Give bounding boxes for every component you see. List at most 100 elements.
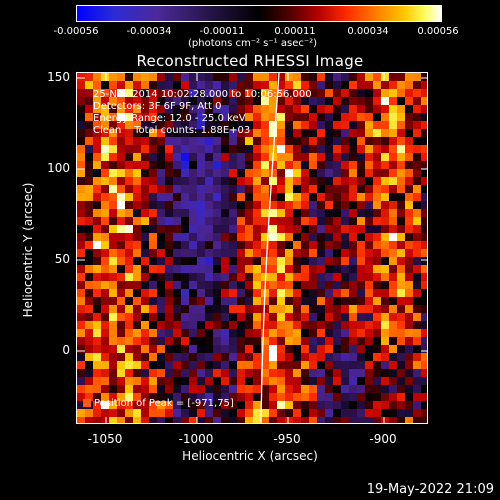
image-pixel bbox=[181, 401, 189, 409]
image-pixel bbox=[325, 81, 333, 89]
image-pixel bbox=[109, 129, 117, 137]
image-pixel bbox=[173, 137, 181, 145]
image-pixel bbox=[309, 105, 317, 113]
image-pixel bbox=[77, 297, 85, 305]
image-pixel bbox=[301, 353, 309, 361]
image-pixel bbox=[85, 249, 93, 257]
image-pixel bbox=[349, 233, 357, 241]
image-pixel bbox=[253, 249, 261, 257]
image-pixel bbox=[269, 401, 277, 409]
image-pixel bbox=[325, 281, 333, 289]
image-pixel bbox=[325, 393, 333, 401]
image-pixel bbox=[317, 257, 325, 265]
image-pixel bbox=[165, 105, 173, 113]
image-pixel bbox=[293, 369, 301, 377]
image-pixel bbox=[101, 177, 109, 185]
image-pixel bbox=[141, 113, 149, 121]
image-pixel bbox=[269, 89, 277, 97]
image-pixel bbox=[93, 337, 101, 345]
image-pixel bbox=[173, 265, 181, 273]
image-pixel bbox=[101, 305, 109, 313]
image-pixel bbox=[109, 97, 117, 105]
image-pixel bbox=[101, 225, 109, 233]
image-pixel bbox=[373, 161, 381, 169]
image-pixel bbox=[181, 161, 189, 169]
image-pixel bbox=[293, 105, 301, 113]
image-pixel bbox=[293, 337, 301, 345]
image-pixel bbox=[237, 417, 245, 423]
image-pixel bbox=[229, 161, 237, 169]
annotation-clean: Clean Total counts: 1.88E+03 bbox=[93, 125, 251, 136]
image-pixel bbox=[109, 393, 117, 401]
image-pixel bbox=[213, 233, 221, 241]
image-pixel bbox=[77, 73, 85, 81]
image-pixel bbox=[197, 385, 205, 393]
image-pixel bbox=[293, 233, 301, 241]
image-pixel bbox=[77, 177, 85, 185]
image-pixel bbox=[269, 305, 277, 313]
image-pixel bbox=[149, 265, 157, 273]
image-pixel bbox=[237, 145, 245, 153]
image-pixel bbox=[357, 89, 365, 97]
image-pixel bbox=[301, 177, 309, 185]
image-pixel bbox=[149, 361, 157, 369]
image-pixel bbox=[285, 321, 293, 329]
image-pixel bbox=[237, 305, 245, 313]
image-pixel bbox=[301, 337, 309, 345]
image-pixel bbox=[133, 377, 141, 385]
image-pixel bbox=[405, 345, 413, 353]
image-pixel bbox=[333, 345, 341, 353]
image-pixel bbox=[229, 177, 237, 185]
image-pixel bbox=[141, 145, 149, 153]
image-pixel bbox=[189, 265, 197, 273]
image-pixel bbox=[93, 361, 101, 369]
image-pixel bbox=[349, 401, 357, 409]
image-pixel bbox=[253, 225, 261, 233]
image-pixel bbox=[277, 297, 285, 305]
image-pixel bbox=[421, 281, 427, 289]
image-pixel bbox=[365, 297, 373, 305]
image-pixel bbox=[349, 305, 357, 313]
image-pixel bbox=[221, 145, 229, 153]
image-pixel bbox=[133, 313, 141, 321]
image-pixel bbox=[245, 353, 253, 361]
image-pixel bbox=[189, 353, 197, 361]
image-pixel bbox=[165, 121, 173, 129]
image-pixel bbox=[109, 273, 117, 281]
image-pixel bbox=[189, 121, 197, 129]
image-pixel bbox=[165, 337, 173, 345]
image-pixel bbox=[365, 417, 373, 423]
image-pixel bbox=[213, 241, 221, 249]
image-pixel bbox=[285, 337, 293, 345]
image-pixel bbox=[317, 297, 325, 305]
image-pixel bbox=[341, 385, 349, 393]
image-pixel bbox=[93, 217, 101, 225]
image-pixel bbox=[333, 369, 341, 377]
image-pixel bbox=[317, 121, 325, 129]
image-pixel bbox=[221, 273, 229, 281]
image-pixel bbox=[205, 217, 213, 225]
image-pixel bbox=[269, 281, 277, 289]
image-pixel bbox=[85, 265, 93, 273]
image-pixel bbox=[293, 89, 301, 97]
image-pixel bbox=[309, 321, 317, 329]
image-pixel bbox=[141, 129, 149, 137]
image-pixel bbox=[85, 409, 93, 417]
image-pixel bbox=[261, 377, 269, 385]
image-pixel bbox=[397, 161, 405, 169]
image-pixel bbox=[165, 217, 173, 225]
image-pixel bbox=[317, 185, 325, 193]
image-pixel bbox=[93, 329, 101, 337]
image-pixel bbox=[317, 169, 325, 177]
image-pixel bbox=[237, 297, 245, 305]
image-pixel bbox=[93, 129, 101, 137]
image-pixel bbox=[221, 121, 229, 129]
image-pixel bbox=[333, 81, 341, 89]
image-pixel bbox=[133, 185, 141, 193]
image-pixel bbox=[221, 257, 229, 265]
x-tick-label: -950 bbox=[273, 432, 301, 446]
image-pixel bbox=[213, 129, 221, 137]
image-pixel bbox=[197, 409, 205, 417]
image-pixel bbox=[325, 385, 333, 393]
image-pixel bbox=[213, 273, 221, 281]
